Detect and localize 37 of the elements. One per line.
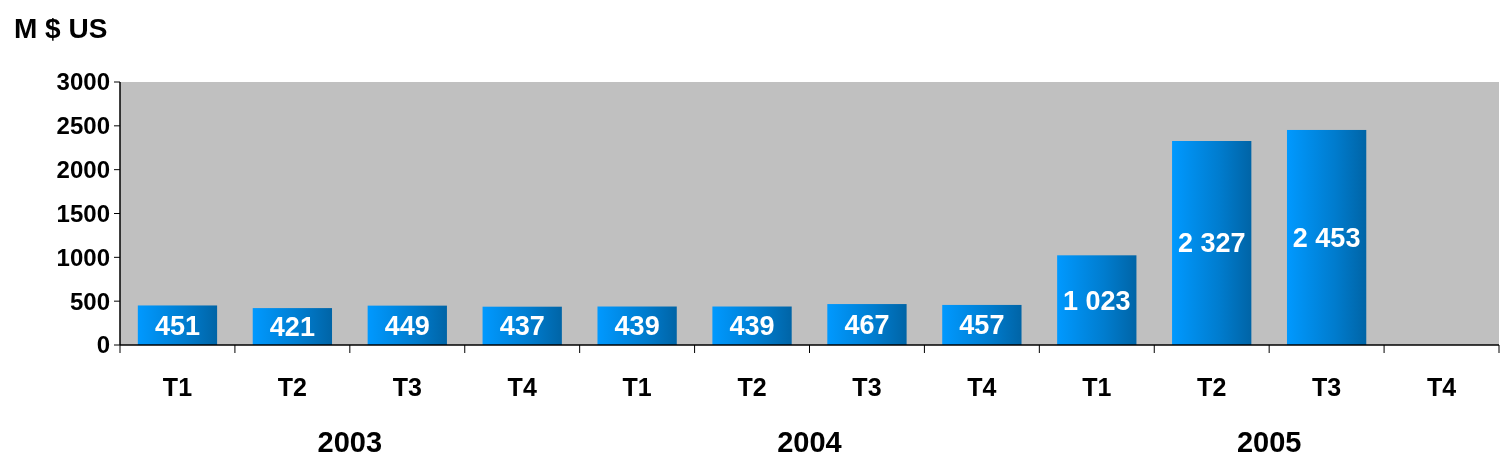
- data-label: 457: [959, 310, 1005, 341]
- x-tick-label: T1: [1082, 373, 1112, 401]
- data-label: 467: [844, 309, 890, 340]
- y-tick-label: 2500: [56, 112, 110, 140]
- x-tick-label: T1: [622, 373, 652, 401]
- x-tick-label: T3: [852, 373, 882, 401]
- x-tick-label: T4: [967, 373, 997, 401]
- text: 2004: [777, 426, 842, 459]
- data-label: 421: [269, 312, 315, 342]
- y-axis-title: M $ US: [14, 12, 108, 44]
- data-label: 449: [384, 310, 430, 341]
- text: 2005: [1236, 426, 1302, 459]
- x-tick-label: T4: [1426, 373, 1457, 401]
- data-label: 437: [499, 311, 545, 342]
- x-tick-label: T4: [507, 373, 537, 401]
- data-label: 451: [154, 310, 200, 341]
- x-tick-label: T1: [162, 373, 193, 401]
- y-tick-label: 2000: [56, 156, 110, 184]
- bar: [1286, 129, 1367, 345]
- y-tick-label: 0: [96, 331, 110, 359]
- y-tick-label: 3000: [56, 68, 110, 96]
- data-label: 2 327: [1177, 228, 1246, 259]
- data-label: 1 023: [1063, 285, 1131, 316]
- x-tick-label: T2: [277, 373, 307, 401]
- x-tick-label: T3: [1312, 373, 1342, 401]
- data-label: 439: [729, 311, 775, 342]
- bar: [1057, 255, 1137, 345]
- x-tick-label: T3: [392, 373, 422, 401]
- y-tick-label: 1500: [56, 199, 110, 227]
- text: 2003: [317, 426, 383, 459]
- x-tick-label: T2: [1197, 373, 1227, 401]
- data-label: 439: [614, 311, 660, 342]
- data-label: 2 453: [1292, 222, 1361, 253]
- y-tick-label: 500: [69, 287, 110, 315]
- x-tick-label: T2: [737, 373, 767, 401]
- y-tick-label: 1000: [56, 243, 110, 271]
- bar: [1172, 141, 1252, 345]
